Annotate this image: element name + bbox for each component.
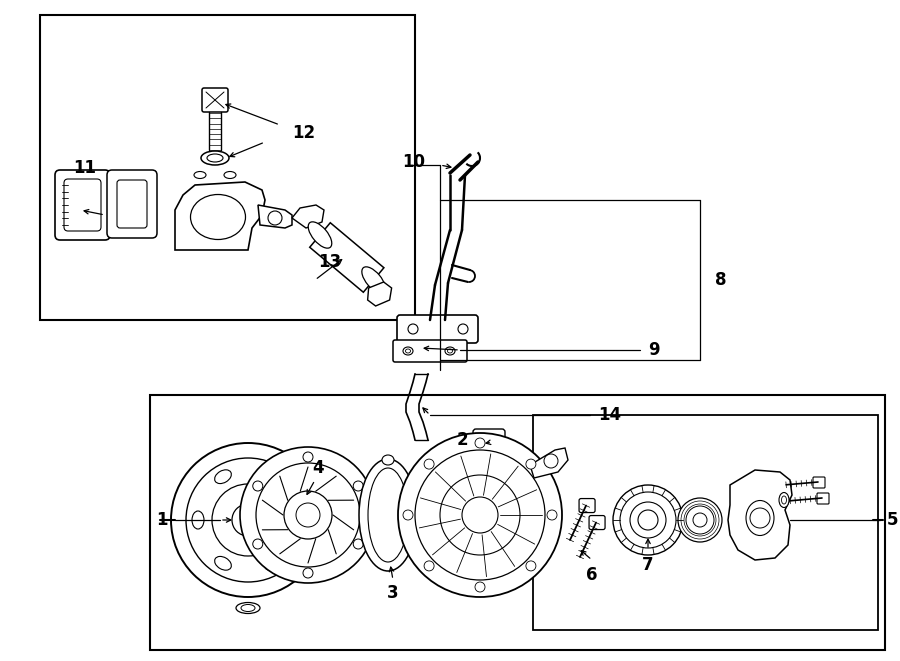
FancyBboxPatch shape <box>393 340 467 362</box>
FancyBboxPatch shape <box>590 516 605 529</box>
Circle shape <box>240 447 376 583</box>
Polygon shape <box>175 182 265 250</box>
Text: 14: 14 <box>598 406 621 424</box>
Circle shape <box>303 568 313 578</box>
Circle shape <box>638 510 658 530</box>
Polygon shape <box>258 205 292 228</box>
FancyBboxPatch shape <box>813 477 825 488</box>
Bar <box>533 415 878 630</box>
Circle shape <box>353 481 364 491</box>
Polygon shape <box>367 282 392 306</box>
Text: 6: 6 <box>586 566 598 584</box>
Circle shape <box>171 443 325 597</box>
Circle shape <box>424 561 434 571</box>
Ellipse shape <box>308 222 332 248</box>
Text: 3: 3 <box>387 584 399 602</box>
Ellipse shape <box>192 511 204 529</box>
Ellipse shape <box>214 557 231 570</box>
Ellipse shape <box>403 347 413 355</box>
Circle shape <box>693 513 707 527</box>
Text: 8: 8 <box>715 271 726 289</box>
Bar <box>150 395 885 650</box>
Ellipse shape <box>362 267 385 293</box>
Ellipse shape <box>292 511 304 529</box>
Circle shape <box>353 539 364 549</box>
Ellipse shape <box>214 470 231 484</box>
Ellipse shape <box>408 324 418 334</box>
Circle shape <box>232 504 264 536</box>
Circle shape <box>403 510 413 520</box>
Text: 12: 12 <box>292 124 315 142</box>
Text: 1: 1 <box>157 511 168 529</box>
Circle shape <box>398 433 562 597</box>
Circle shape <box>620 492 676 548</box>
Text: 2: 2 <box>456 431 468 449</box>
Ellipse shape <box>265 557 282 570</box>
Text: 5: 5 <box>887 511 898 529</box>
Text: 13: 13 <box>318 253 341 271</box>
Text: 4: 4 <box>312 459 324 477</box>
Circle shape <box>253 539 263 549</box>
FancyBboxPatch shape <box>64 179 101 231</box>
Polygon shape <box>310 223 384 292</box>
Text: 7: 7 <box>643 556 653 574</box>
FancyBboxPatch shape <box>397 315 478 343</box>
Circle shape <box>475 582 485 592</box>
Circle shape <box>253 481 263 491</box>
Polygon shape <box>292 205 324 228</box>
Circle shape <box>526 561 536 571</box>
Circle shape <box>284 491 332 539</box>
Ellipse shape <box>382 455 394 465</box>
Ellipse shape <box>359 459 417 571</box>
Text: 9: 9 <box>648 341 660 359</box>
Polygon shape <box>530 448 568 478</box>
Circle shape <box>547 510 557 520</box>
Ellipse shape <box>236 602 260 613</box>
Polygon shape <box>728 470 792 560</box>
Ellipse shape <box>201 151 229 165</box>
Circle shape <box>678 498 722 542</box>
Circle shape <box>526 459 536 469</box>
Ellipse shape <box>458 324 468 334</box>
FancyBboxPatch shape <box>107 170 157 238</box>
Circle shape <box>424 459 434 469</box>
Circle shape <box>475 438 485 448</box>
FancyBboxPatch shape <box>202 88 228 112</box>
FancyBboxPatch shape <box>473 429 505 459</box>
Bar <box>40 15 415 320</box>
Ellipse shape <box>445 347 455 355</box>
Text: 11: 11 <box>74 159 96 177</box>
Ellipse shape <box>265 470 282 484</box>
Ellipse shape <box>207 154 223 162</box>
FancyBboxPatch shape <box>579 498 595 512</box>
FancyBboxPatch shape <box>117 180 147 228</box>
FancyBboxPatch shape <box>55 170 110 240</box>
Ellipse shape <box>779 492 789 508</box>
Text: 10: 10 <box>402 153 425 171</box>
FancyBboxPatch shape <box>817 493 829 504</box>
Circle shape <box>303 452 313 462</box>
